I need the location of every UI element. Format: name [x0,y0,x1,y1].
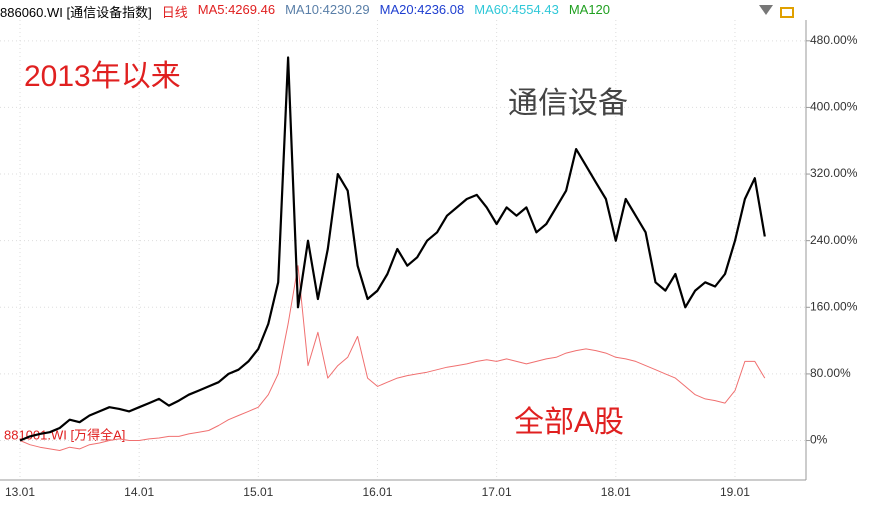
x-tick-label: 14.01 [124,485,154,499]
y-tick-label: 320.00% [810,166,858,180]
dropdown-icon[interactable] [759,5,773,15]
chart-title: 2013年以来 [24,60,181,93]
header-item: 886060.WI [通信设备指数] [0,5,152,20]
header-item: MA60:4554.43 [474,2,559,17]
header-item: MA10:4230.29 [285,2,370,17]
x-tick-label: 13.01 [5,485,35,499]
series-line [19,56,766,442]
lock-icon[interactable] [780,7,794,18]
annotation: 881001.WI [万得全A] [4,427,125,442]
y-tick-label: 400.00% [810,100,858,114]
x-tick-label: 17.01 [482,485,512,499]
series-label: 通信设备 [508,87,628,120]
y-tick-label: 240.00% [810,233,858,247]
header-item: MA5:4269.46 [197,2,276,17]
y-tick-label: 0% [810,433,828,447]
x-tick-label: 15.01 [243,485,273,499]
y-tick-label: 80.00% [810,366,851,380]
x-tick-label: 16.01 [362,485,392,499]
x-tick-label: 19.01 [720,485,750,499]
header-item: MA120 [568,2,611,17]
x-tick-label: 18.01 [601,485,631,499]
y-tick-label: 160.00% [810,299,858,313]
series-line [19,265,766,451]
header-item: 日线 [161,5,188,20]
series-label: 全部A股 [514,406,624,439]
y-tick-label: 480.00% [810,33,858,47]
header: 886060.WI [通信设备指数] 日线 MA5:4269.46 MA10:4230… [0,2,610,20]
header-item: MA20:4236.08 [379,2,465,17]
